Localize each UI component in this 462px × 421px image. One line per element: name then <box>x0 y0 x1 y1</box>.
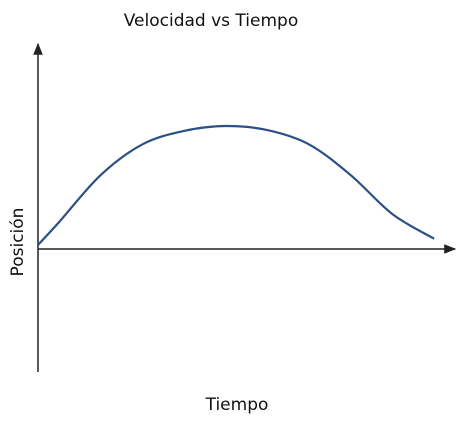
data-line <box>37 124 435 246</box>
y-axis-label: Posición <box>8 208 28 277</box>
x-axis-label: Tiempo <box>205 395 269 415</box>
chart-title: Velocidad vs Tiempo <box>124 11 298 31</box>
